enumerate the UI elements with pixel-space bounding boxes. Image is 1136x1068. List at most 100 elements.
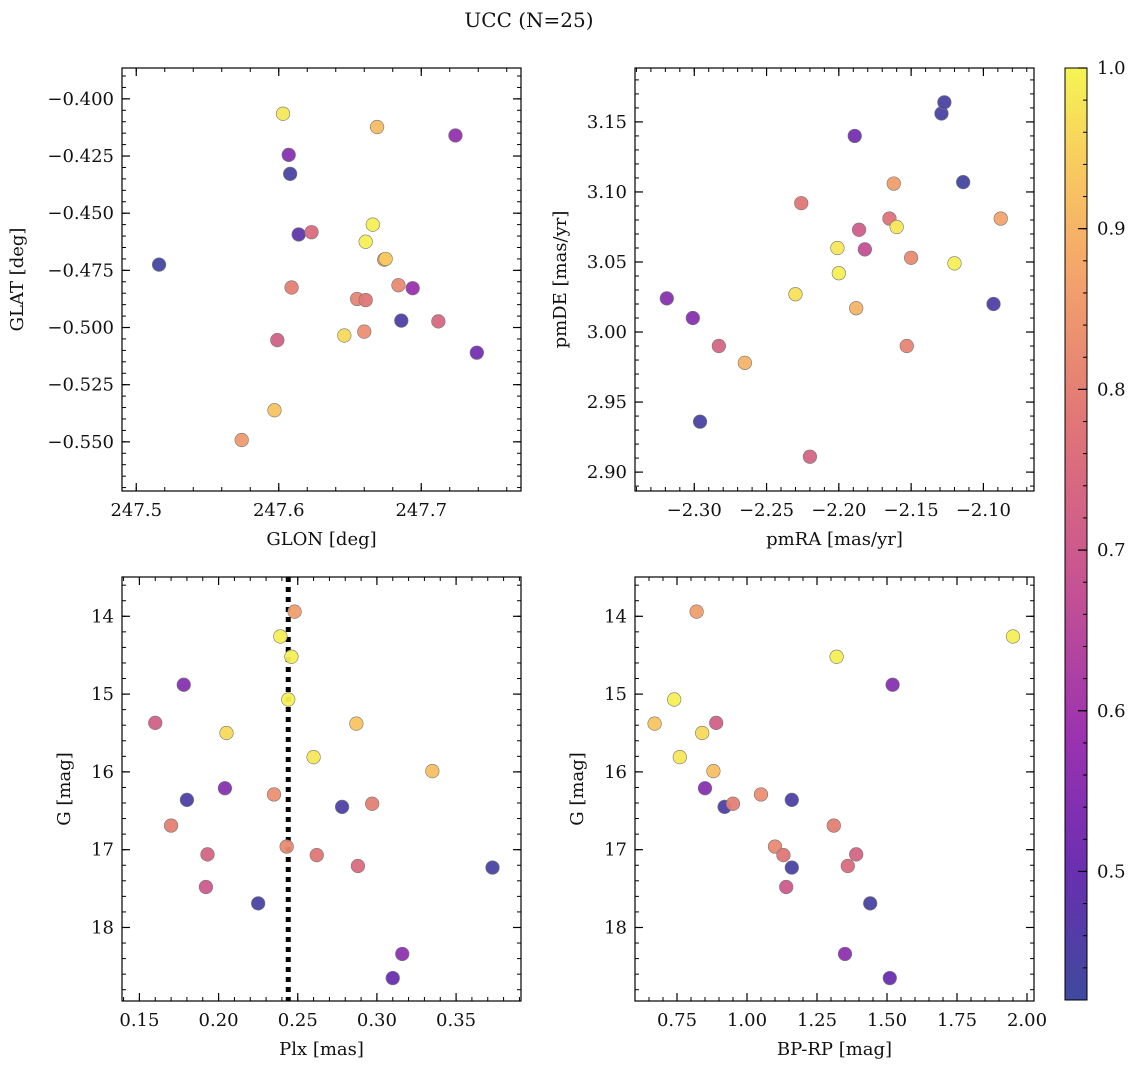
colorbar-tick-label: 0.8 [1097, 379, 1126, 400]
x-tick-label: 1.75 [937, 1010, 977, 1031]
colorbar-tick-label: 0.5 [1097, 861, 1126, 882]
data-point [337, 328, 352, 343]
data-point [284, 280, 299, 295]
data-point [837, 946, 853, 962]
data-point [711, 338, 726, 354]
colorbar-tick-label: 0.7 [1097, 540, 1126, 561]
data-point [469, 345, 484, 360]
data-point [391, 278, 406, 293]
scatter-panel-3: 0.15 0.20 0.25 0.30 0.35 14 15 16 17 18 Plx [mas] G… [54, 576, 522, 1060]
data-point [685, 310, 700, 326]
data-point [826, 818, 841, 833]
data-point [275, 106, 291, 121]
colorbar-tick-label: 0.6 [1097, 701, 1126, 722]
data-point [788, 287, 803, 302]
data-point [831, 266, 846, 281]
data-point [672, 750, 687, 765]
panels-group: 247.5 247.6 247.7 −0.550 −0.525 −0.500 −0.475 −… [7, 67, 1047, 1060]
data-point [847, 128, 862, 144]
data-point [394, 313, 409, 328]
x-tick-label: 0.30 [357, 1010, 397, 1031]
x-tick-label: 247.7 [395, 500, 447, 521]
data-point [779, 879, 794, 895]
data-point [273, 629, 288, 644]
y-axis-label: GLAT [deg] [7, 228, 28, 332]
data-point [697, 781, 713, 796]
data-point [219, 725, 234, 741]
y-tick-label: −0.525 [47, 375, 114, 396]
data-point [849, 847, 864, 862]
data-point [937, 95, 952, 110]
y-tick-label: 3.00 [587, 322, 627, 343]
y-axis-label: pmDE [mas/yr] [550, 211, 571, 349]
data-point [784, 792, 799, 807]
y-tick-label: −0.475 [47, 260, 114, 281]
data-point [776, 848, 791, 863]
y-tick-label: 3.05 [587, 252, 627, 273]
data-point [753, 787, 769, 802]
data-point [647, 716, 662, 731]
x-axis-label: pmRA [mas/yr] [766, 529, 903, 550]
data-point [802, 449, 818, 464]
y-tick-label: 16 [91, 762, 114, 783]
data-point [365, 217, 380, 232]
x-axis-label: Plx [mas] [279, 1039, 364, 1060]
data-point [385, 970, 400, 986]
y-tick-label: 2.90 [587, 462, 627, 483]
data-point [882, 970, 897, 986]
data-point [270, 332, 285, 348]
y-tick-label: 2.95 [587, 392, 627, 413]
data-point [1005, 629, 1021, 644]
data-point [198, 879, 214, 895]
data-point [794, 196, 809, 211]
y-tick-label: −0.450 [47, 203, 114, 224]
y-tick-label: −0.400 [47, 89, 114, 110]
data-points [647, 604, 1021, 986]
data-point [692, 414, 708, 429]
data-point [886, 176, 901, 191]
data-point [659, 291, 674, 306]
data-point [200, 847, 215, 862]
scatter-panel-2: −2.30 −2.25 −2.20 −2.15 −2.10 2.90 2.95 3.00 3.0… [550, 67, 1035, 550]
plot-frame [634, 67, 1035, 492]
x-tick-label: 1.25 [797, 1010, 837, 1031]
data-points [659, 95, 1008, 464]
scatter-panel-1: 247.5 247.6 247.7 −0.550 −0.525 −0.500 −0.475 −… [7, 67, 522, 550]
data-point [369, 119, 385, 135]
colorbar-tick-label: 0.9 [1097, 219, 1126, 240]
data-point [281, 692, 296, 707]
scatter-panel-4: 0.75 1.00 1.25 1.50 1.75 2.00 14 15 16 17 18 BP-RP … [567, 576, 1047, 1060]
x-tick-label: 0.75 [657, 1010, 697, 1031]
data-point [829, 649, 844, 664]
colorbar: 0.5 0.6 0.7 0.8 0.9 1.0 [1064, 58, 1126, 1001]
x-tick-label: −2.15 [884, 500, 939, 521]
x-tick-label: 1.50 [867, 1010, 907, 1031]
data-point [287, 604, 302, 619]
colorbar-tick-label: 1.0 [1097, 58, 1126, 79]
data-point [358, 234, 373, 249]
data-point [291, 227, 306, 242]
y-tick-label: −0.550 [47, 432, 114, 453]
data-point [350, 858, 366, 874]
y-tick-label: 18 [604, 917, 627, 938]
data-point [334, 799, 350, 814]
x-tick-label: 0.25 [278, 1010, 318, 1031]
y-tick-label: −0.500 [47, 318, 114, 339]
data-point [986, 296, 1001, 312]
x-axis-label: BP-RP [mag] [777, 1039, 892, 1060]
data-point [378, 251, 393, 267]
data-point [251, 896, 266, 911]
data-point [357, 324, 372, 339]
x-tick-label: −2.25 [739, 500, 794, 521]
y-axis-label: G [mag] [567, 752, 588, 825]
data-points [148, 604, 500, 986]
y-tick-label: 14 [604, 606, 627, 627]
data-point [851, 222, 867, 237]
data-point [395, 946, 410, 962]
data-point [148, 715, 163, 730]
data-point [737, 355, 752, 370]
data-point [179, 792, 195, 807]
y-tick-label: 15 [91, 684, 114, 705]
data-point [993, 211, 1008, 226]
data-point [857, 242, 872, 257]
